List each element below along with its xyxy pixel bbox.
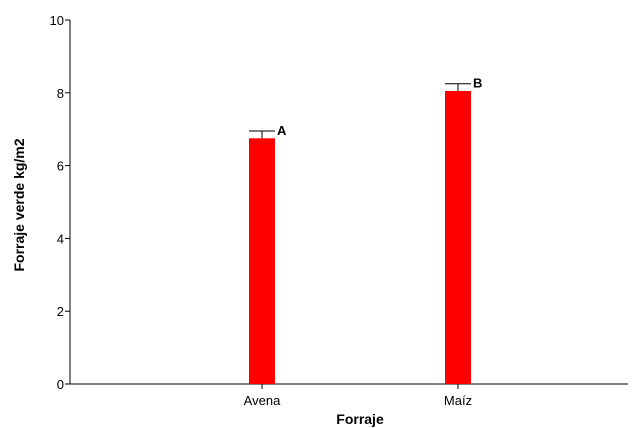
y-tick-label: 10 <box>50 13 64 28</box>
y-axis-title: Forraje verde kg/m2 <box>11 138 27 271</box>
significance-label: A <box>277 123 287 138</box>
x-tick-label: Maíz <box>444 393 472 408</box>
y-tick-label: 4 <box>57 231 64 246</box>
y-axis: 0 2 4 6 8 10 <box>50 13 71 392</box>
bar-avena <box>249 138 275 384</box>
significance-label: B <box>473 76 482 91</box>
y-tick-label: 0 <box>57 377 64 392</box>
bars: AB <box>249 76 482 384</box>
y-ticks: 0 2 4 6 8 10 <box>50 13 70 392</box>
x-axis: Avena Maíz <box>70 383 628 408</box>
bar-maíz <box>445 90 471 384</box>
y-tick-label: 2 <box>57 304 64 319</box>
x-tick-label: Avena <box>244 393 281 408</box>
x-axis-title: Forraje <box>336 411 384 427</box>
x-ticks: Avena Maíz <box>244 384 472 408</box>
y-tick-label: 8 <box>57 86 64 101</box>
y-tick-label: 6 <box>57 159 64 174</box>
